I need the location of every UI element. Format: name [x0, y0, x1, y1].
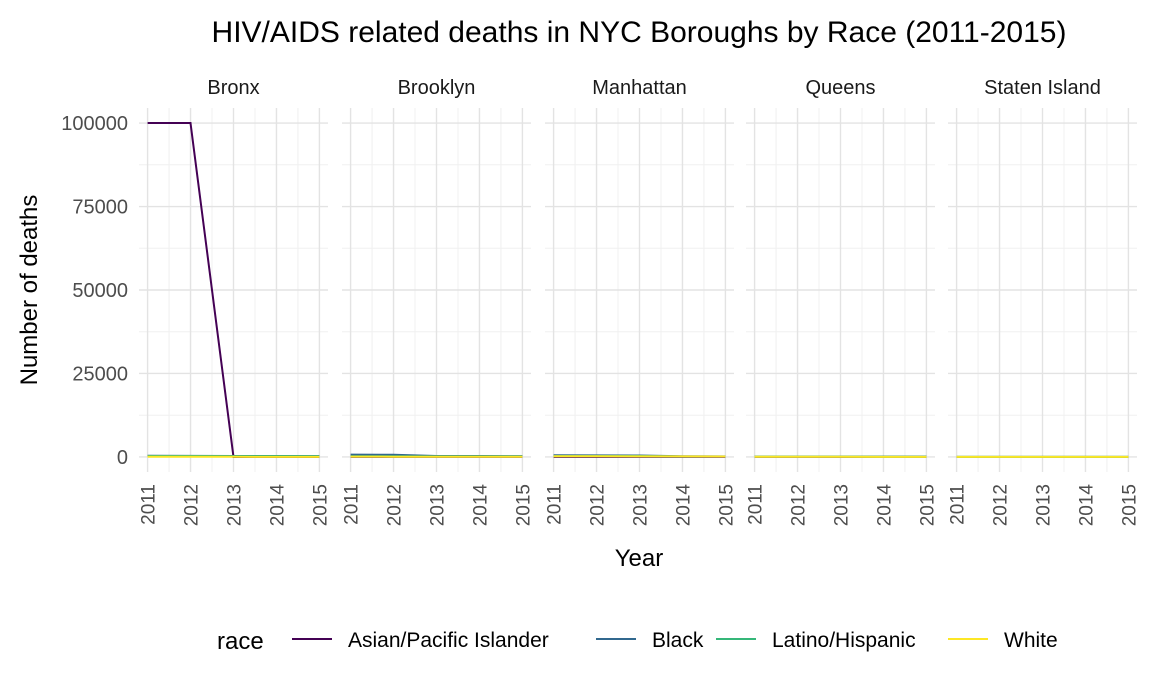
x-tick-label: 2013 — [428, 484, 449, 526]
legend-entry: White — [948, 629, 1058, 652]
facet-panel-queens: Queens 2011 2012 2013 2014 2015 — [746, 77, 939, 526]
legend-title: race — [217, 628, 264, 655]
x-tick-label: 2012 — [991, 484, 1012, 526]
y-tick-label: 75000 — [72, 197, 128, 219]
facet-strip-label: Staten Island — [984, 77, 1101, 99]
x-tick-label: 2015 — [1119, 484, 1140, 526]
x-tick-label: 2011 — [545, 484, 566, 525]
y-axis-label: Number of deaths — [16, 195, 43, 386]
legend-label: Latino/Hispanic — [772, 629, 916, 652]
legend-label: White — [1004, 629, 1058, 652]
facet-panel-brooklyn: Brooklyn 2011 2012 2013 2014 2015 — [342, 77, 535, 526]
facet-panel-manhattan: Manhattan 2011 2012 2013 2014 2015 — [545, 77, 738, 526]
y-tick-label: 100000 — [61, 113, 128, 135]
x-tick-label: 2012 — [182, 484, 203, 526]
x-tick-label: 2013 — [832, 484, 853, 526]
legend-entry: Black — [596, 629, 704, 652]
y-tick-label: 25000 — [72, 363, 128, 385]
x-tick-label: 2013 — [225, 484, 246, 526]
x-tick-label: 2012 — [385, 484, 406, 526]
y-tick-label: 0 — [117, 447, 128, 469]
x-tick-label: 2014 — [1077, 484, 1098, 527]
x-axis-label: Year — [615, 545, 664, 572]
x-tick-label: 2015 — [917, 484, 938, 526]
legend-label: Black — [652, 629, 704, 652]
facet-strip-label: Brooklyn — [398, 77, 476, 99]
x-tick-label: 2014 — [674, 484, 695, 527]
chart-title: HIV/AIDS related deaths in NYC Boroughs … — [212, 16, 1067, 49]
x-tick-label: 2014 — [268, 484, 289, 527]
legend-entry: Asian/Pacific Islander — [292, 629, 549, 652]
facet-panel-staten-island: Staten Island 2011 2012 2013 2014 2015 — [948, 77, 1141, 526]
legend: race Asian/Pacific Islander Black Latino/H… — [217, 628, 1058, 655]
y-axis: 0 25000 50000 75000 100000 — [61, 113, 128, 469]
facet-panels: Bronx 2011 2012 2013 2014 2015 Brooklyn 2011 201… — [61, 77, 1140, 526]
legend-label: Asian/Pacific Islander — [348, 629, 549, 652]
x-tick-label: 2013 — [1034, 484, 1055, 526]
x-tick-label: 2015 — [716, 484, 737, 526]
x-tick-label: 2011 — [948, 484, 969, 525]
x-tick-label: 2012 — [588, 484, 609, 526]
y-tick-label: 50000 — [72, 280, 128, 302]
x-tick-label: 2014 — [471, 484, 492, 527]
x-tick-label: 2011 — [139, 484, 160, 525]
x-tick-label: 2011 — [342, 484, 363, 525]
x-tick-label: 2014 — [875, 484, 896, 527]
x-tick-label: 2012 — [789, 484, 810, 526]
x-tick-label: 2015 — [310, 484, 331, 526]
legend-entry: Latino/Hispanic — [716, 629, 916, 652]
facet-panel-bronx: Bronx 2011 2012 2013 2014 2015 — [139, 77, 332, 526]
facet-strip-label: Bronx — [207, 77, 259, 99]
x-tick-label: 2013 — [631, 484, 652, 526]
x-tick-label: 2011 — [746, 484, 767, 525]
facet-strip-label: Queens — [805, 77, 875, 99]
x-tick-label: 2015 — [513, 484, 534, 526]
facet-strip-label: Manhattan — [592, 77, 687, 99]
